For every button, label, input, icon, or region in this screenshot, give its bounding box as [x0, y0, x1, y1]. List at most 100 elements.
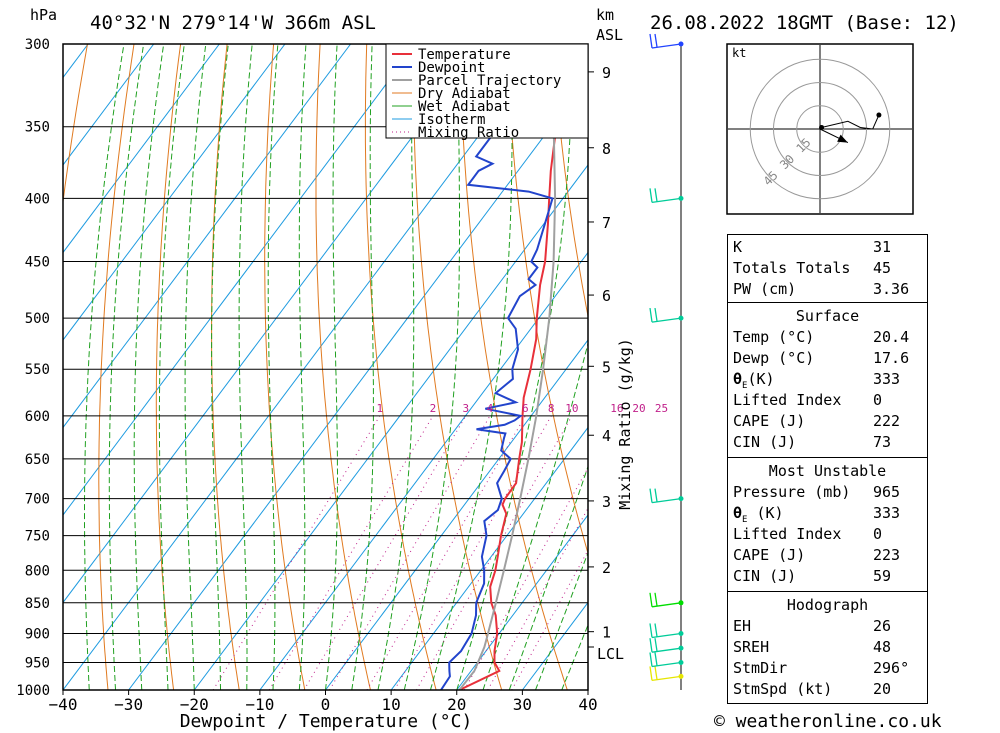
isotherm-line: [259, 251, 588, 690]
temperature-tick-labels: −40 −30 −20 −10 0 10 20 30 40: [49, 690, 598, 714]
hodograph-trace: [821, 114, 880, 130]
wet-adiabat-line: [325, 44, 338, 690]
mixing-ratio-label: 10: [565, 402, 578, 415]
pressure-tick-label: 500: [25, 311, 50, 327]
wind-barb-flag: [654, 307, 658, 322]
wind-barb-shaft: [651, 675, 682, 682]
mixing-ratio-label: 6: [522, 402, 529, 415]
mu-cin-row: CIN (J) 59: [733, 567, 892, 585]
x-axis-title: Dewpoint / Temperature (°C): [180, 711, 473, 732]
mixing-ratio-line: [268, 415, 434, 690]
km-tick-label: 4: [602, 427, 611, 445]
km-unit-label: km: [596, 6, 614, 24]
wind-barb-flag: [649, 652, 653, 667]
x-tick-label: −40: [49, 695, 78, 714]
wind-barb-flag: [654, 623, 658, 637]
pressure-tick-label: 850: [25, 596, 50, 612]
isotherm-line: [63, 44, 548, 690]
legend-label: Dewpoint: [418, 60, 485, 76]
wind-barb-shaft: [651, 602, 682, 608]
legend-label: Wet Adiabat: [418, 99, 511, 115]
copyright-footer: © weatheronline.co.uk: [714, 711, 942, 732]
dry-adiabat-line: [264, 44, 306, 690]
pw-row: PW (cm) 3.36: [733, 280, 910, 298]
surface-dewp-row: Dewp (°C) 17.6: [733, 349, 910, 367]
datetime-title: 26.08.2022 18GMT (Base: 12): [650, 12, 959, 34]
mixing-ratio-label: 4: [487, 402, 494, 415]
wind-barb-shaft: [651, 647, 682, 653]
wet-adiabat-line: [238, 44, 253, 690]
dry-adiabat-line: [925, 44, 1000, 690]
series-lines: [440, 44, 588, 690]
x-tick-label: 30: [513, 695, 532, 714]
hodograph-end-dot: [876, 112, 882, 118]
pressure-tick-label: 300: [25, 37, 50, 53]
hodograph-ring: [749, 58, 891, 200]
wind-barb-flag: [654, 638, 658, 652]
stmdir-row: StmDir 296°: [733, 659, 910, 677]
stmspd-row: StmSpd (kt) 20: [733, 680, 892, 698]
wind-barb-flag: [654, 488, 658, 502]
mixing-ratio-label: 20: [632, 402, 645, 415]
k-index-row: K 31: [733, 238, 892, 256]
mixing-ratio-line: [511, 549, 588, 690]
wind-barb-flag: [654, 33, 658, 48]
wind-barb: [649, 592, 684, 608]
wind-barb: [649, 188, 684, 204]
wind-barb-flag: [649, 592, 653, 607]
hpa-unit-label: hPa: [30, 6, 57, 24]
dry-adiabat-line: [972, 44, 1000, 690]
surface-thetae-row: θE(K) 333: [733, 370, 901, 391]
location-title: 40°32'N 279°14'W 366m ASL: [90, 12, 376, 34]
wind-barb: [649, 33, 684, 49]
wet-adiabat-line: [84, 44, 125, 690]
wind-barb-shaft: [651, 497, 682, 504]
wet-adiabat-line: [377, 44, 415, 690]
wind-barb: [649, 666, 684, 682]
km-tick-label: 5: [602, 358, 611, 376]
wind-barb-flag: [649, 488, 653, 503]
wet-adiabat-line: [211, 44, 229, 690]
hodograph-unit: kt: [732, 46, 746, 60]
legend: Temperature Dewpoint Parcel Trajectory D…: [385, 43, 589, 141]
wind-barb-flag: [654, 592, 658, 606]
legend-label: Parcel Trajectory: [418, 73, 561, 89]
wet-adiabat-line: [184, 44, 207, 690]
dry-adiabat-line: [98, 44, 135, 690]
mu-cape-row: CAPE (J) 223: [733, 546, 901, 564]
pressure-tick-label: 550: [25, 362, 50, 378]
km-tick-label: 6: [602, 287, 611, 305]
wind-barb-flag: [649, 623, 653, 638]
storm-motion-arrowhead: [837, 134, 848, 143]
mixing-ratio-line: [212, 415, 381, 690]
mixing-ratio-label: 16: [610, 402, 623, 415]
dry-adiabat-line: [211, 44, 240, 690]
dry-adiabat-line: [155, 44, 182, 690]
isotherm-line: [63, 44, 286, 341]
pressure-tick-label: 1000: [16, 683, 50, 699]
pressure-tick-label: 700: [25, 492, 50, 508]
pressure-tick-label: 750: [25, 529, 50, 545]
legend-label: Temperature: [418, 47, 511, 63]
legend-box: [385, 43, 589, 139]
wet-adiabat-line: [351, 44, 374, 690]
pressure-tick-label: 350: [25, 120, 50, 136]
surface-temp-row: Temp (°C) 20.4: [733, 328, 910, 346]
km-tick-label: 7: [602, 214, 611, 232]
legend-label: Mixing Ratio: [418, 125, 519, 141]
wet-adiabat-line: [267, 44, 279, 690]
mixing-ratio-line: [303, 415, 467, 690]
wet-adiabat-line: [298, 44, 307, 690]
wind-barb-flag: [649, 638, 653, 653]
x-tick-label: 20: [447, 695, 466, 714]
legend-label: Dry Adiabat: [418, 86, 511, 102]
pressure-tick-label: 900: [25, 626, 50, 642]
surface-li-row: Lifted Index 0: [733, 391, 883, 409]
wind-barb-flag: [654, 188, 658, 202]
isotherm-line: [63, 44, 483, 604]
indices-table: K 31 Totals Totals 45 PW (cm) 3.36 Surface …: [727, 234, 928, 704]
temperature-line: [458, 44, 569, 690]
wind-barb-shaft: [651, 197, 682, 204]
wind-barb: [649, 638, 684, 653]
wind-barb-flag: [654, 666, 658, 680]
